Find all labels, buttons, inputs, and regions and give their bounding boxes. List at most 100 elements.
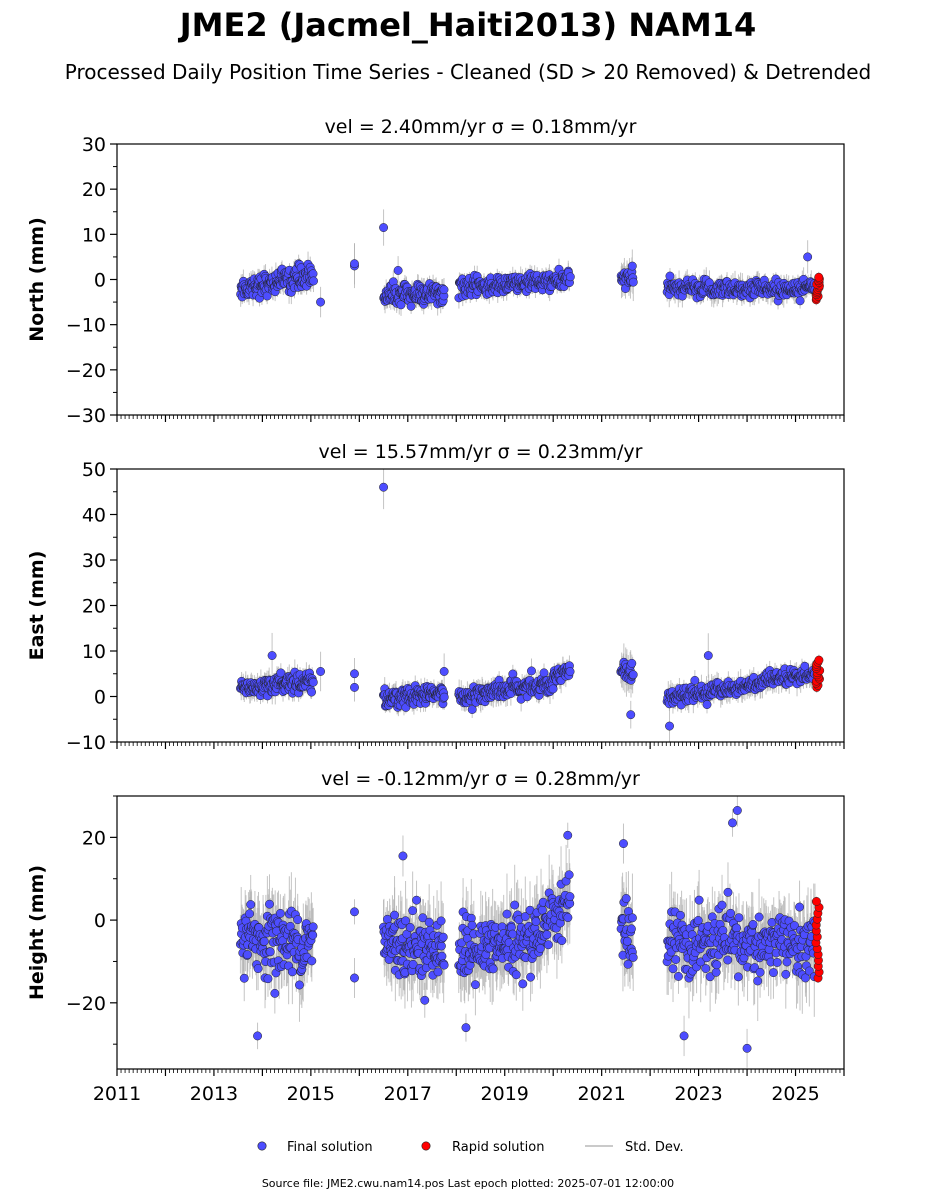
- y-tick-label: 30: [82, 134, 106, 156]
- final-solution-point: [307, 687, 316, 697]
- final-solution-point: [671, 955, 681, 964]
- final-solution-point: [467, 920, 477, 930]
- final-solution-point: [308, 922, 318, 932]
- final-solution-point: [548, 684, 558, 694]
- final-solution-point: [537, 905, 547, 915]
- final-solution-point: [316, 297, 326, 307]
- final-solution-point: [293, 915, 303, 925]
- final-solution-point: [396, 300, 406, 310]
- final-solution-point: [627, 261, 637, 271]
- final-solution-point: [379, 223, 389, 233]
- final-solution-point: [433, 967, 443, 977]
- final-solution-point: [408, 959, 418, 969]
- final-solution-point: [307, 956, 317, 966]
- rapid-solution-points: [811, 272, 824, 305]
- final-solution-point: [628, 670, 638, 680]
- final-solution-point: [470, 980, 480, 990]
- final-solution-point: [626, 710, 636, 720]
- final-solution-point: [628, 277, 638, 287]
- final-solution-point: [245, 909, 255, 919]
- final-solution-point: [803, 252, 813, 262]
- y-tick-label: 50: [82, 459, 106, 481]
- final-solution-point: [436, 916, 446, 926]
- final-solution-point: [564, 870, 574, 880]
- y-tick-label: −30: [66, 405, 106, 427]
- final-solution-point: [379, 482, 389, 492]
- final-solution-point: [557, 936, 567, 946]
- rapid-solution-points: [811, 655, 825, 692]
- final-solution-point: [542, 930, 552, 940]
- final-solution-point: [511, 970, 521, 980]
- final-solution-point: [674, 972, 683, 981]
- final-solution-point: [675, 910, 685, 920]
- final-solution-point: [627, 658, 637, 668]
- y-tick-label: 0: [94, 270, 106, 292]
- final-solution-point: [265, 899, 274, 909]
- final-solution-point: [437, 951, 447, 961]
- rapid-solution-point: [814, 655, 824, 665]
- final-solution-point: [295, 980, 304, 990]
- panel-2: vel = 15.57mm/yr σ = 0.23mm/yr East (mm) −…: [26, 441, 845, 754]
- final-solution-point: [259, 936, 269, 946]
- final-solution-point: [270, 988, 280, 998]
- final-solution-point: [622, 936, 632, 946]
- final-solution-point: [565, 892, 575, 902]
- final-solution-point: [308, 930, 318, 940]
- final-solution-point: [800, 661, 810, 671]
- final-solution-points: [236, 482, 820, 731]
- final-solution-point: [350, 669, 359, 679]
- y-axis-label: East (mm): [26, 551, 48, 661]
- final-solution-point: [627, 913, 637, 923]
- final-solution-point: [412, 895, 421, 905]
- final-solution-point: [467, 705, 477, 714]
- final-solution-point: [418, 913, 428, 923]
- y-tick-label: −10: [66, 315, 106, 337]
- final-solution-point: [703, 651, 713, 660]
- y-tick-label: 30: [82, 550, 106, 572]
- final-solution-point: [253, 964, 263, 974]
- final-solution-point: [436, 941, 446, 951]
- y-tick-label: 40: [82, 505, 106, 527]
- final-solution-point: [702, 700, 712, 710]
- final-solution-point: [510, 900, 520, 910]
- final-solution-point: [401, 916, 411, 926]
- final-solution-point: [563, 913, 573, 923]
- panel-title: vel = 2.40mm/yr σ = 0.18mm/yr: [325, 116, 637, 138]
- final-solution-point: [263, 974, 273, 984]
- final-solution-point: [439, 692, 449, 702]
- final-solution-points: [236, 223, 820, 311]
- final-solution-point: [287, 967, 297, 977]
- y-tick-label: 20: [82, 596, 106, 618]
- final-solution-point: [420, 995, 430, 1005]
- final-solution-point: [531, 917, 541, 926]
- y-axis-label: North (mm): [26, 217, 48, 342]
- y-tick-label: 0: [94, 687, 106, 709]
- final-solution-point: [316, 667, 326, 676]
- final-solution-point: [626, 924, 636, 934]
- final-solution-point: [527, 666, 536, 676]
- final-solution-point: [309, 276, 318, 286]
- y-tick-label: 10: [82, 224, 106, 246]
- final-solution-point: [665, 271, 675, 281]
- final-solution-point: [405, 922, 415, 932]
- panel-title: vel = 15.57mm/yr σ = 0.23mm/yr: [319, 441, 643, 463]
- final-solution-point: [424, 917, 434, 927]
- final-solution-point: [408, 906, 418, 916]
- final-solution-point: [535, 944, 545, 953]
- final-solution-point: [390, 910, 399, 920]
- final-solution-point: [438, 932, 448, 942]
- final-solution-point: [308, 677, 318, 687]
- final-solution-point: [243, 950, 252, 960]
- final-solution-point: [621, 894, 631, 903]
- final-solution-point: [795, 296, 805, 306]
- stddev-bars: [239, 469, 821, 742]
- final-solution-point: [520, 912, 530, 921]
- final-solution-point: [628, 952, 638, 962]
- final-solution-point: [239, 973, 249, 983]
- final-solution-point: [265, 947, 275, 957]
- final-solution-point: [543, 940, 553, 950]
- final-solution-point: [623, 959, 633, 969]
